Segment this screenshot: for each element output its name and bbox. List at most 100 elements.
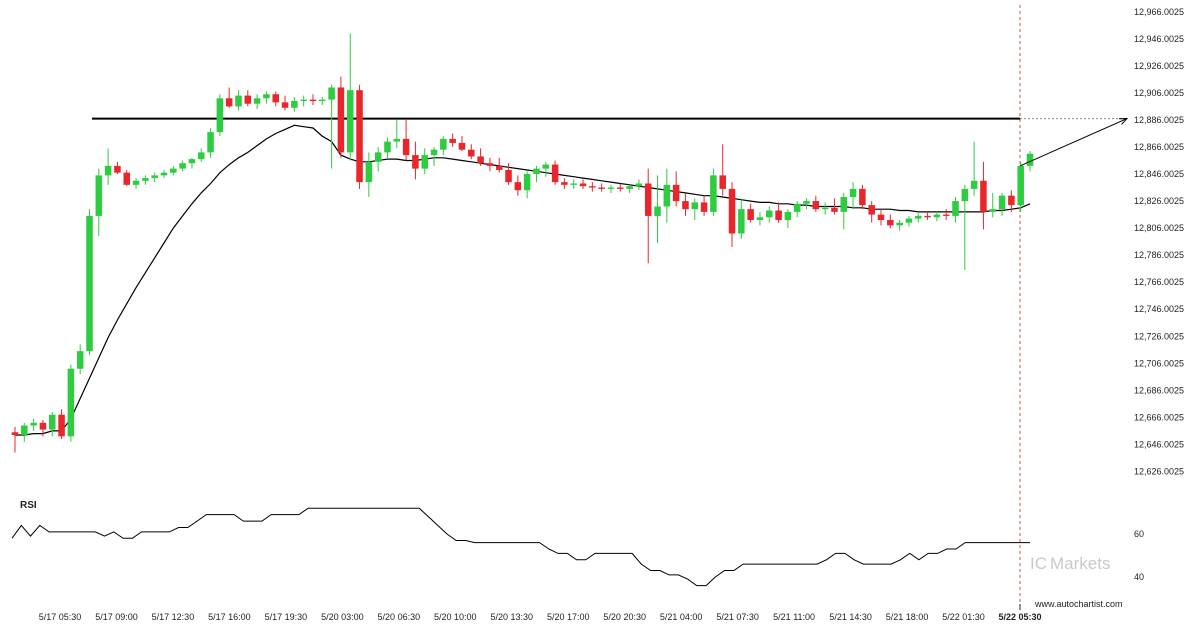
- candle-body: [356, 90, 363, 183]
- candle-body: [458, 142, 466, 150]
- y-tick-label: 12,946.0025: [1134, 34, 1184, 44]
- candle-body: [579, 183, 587, 187]
- candle: [961, 184, 969, 271]
- candle: [663, 168, 671, 223]
- candle-body: [272, 94, 279, 103]
- y-tick-label: 12,786.0025: [1134, 250, 1184, 260]
- candle: [607, 184, 615, 193]
- candle: [561, 178, 568, 189]
- candle: [486, 157, 494, 172]
- candle-body: [430, 149, 438, 156]
- candle: [896, 219, 903, 231]
- candle: [235, 90, 242, 111]
- candle: [244, 90, 252, 107]
- y-tick-label: 12,746.0025: [1134, 304, 1184, 314]
- candle: [188, 157, 196, 169]
- rsi-level-label: 60: [1134, 529, 1144, 539]
- x-tick-label: 5/20 20:30: [603, 612, 646, 622]
- y-tick-label: 12,886.0025: [1134, 115, 1184, 125]
- candle: [300, 95, 307, 107]
- candle-body: [710, 175, 717, 212]
- y-tick-label: 12,906.0025: [1134, 88, 1184, 98]
- candle-body: [766, 210, 773, 218]
- candle: [430, 146, 438, 166]
- candle: [579, 179, 587, 189]
- candle-body: [942, 214, 950, 216]
- candle-body: [793, 203, 801, 212]
- candle-body: [468, 149, 475, 157]
- candle-body: [328, 87, 335, 100]
- x-tick-label: 5/20 17:00: [547, 612, 590, 622]
- candle: [924, 211, 931, 220]
- candle-body: [39, 422, 47, 430]
- rsi-line: [11, 507, 1030, 587]
- candle: [58, 409, 65, 440]
- candle-body: [821, 207, 829, 210]
- rsi-label: RSI: [20, 500, 37, 511]
- candle-body: [682, 201, 689, 210]
- candle-body: [337, 87, 345, 153]
- candle: [291, 96, 298, 112]
- candle-body: [719, 175, 726, 189]
- candle: [356, 84, 363, 189]
- brand-logo: IC Markets: [1030, 554, 1110, 573]
- candle-body: [672, 184, 680, 202]
- candle-body: [533, 168, 540, 175]
- candle-body: [728, 188, 736, 234]
- candle-body: [440, 138, 447, 150]
- candle-body: [319, 99, 326, 102]
- x-tick-label: 5/17 19:30: [265, 612, 308, 622]
- candle-body: [747, 209, 754, 220]
- x-tick-label: 5/17 12:30: [152, 612, 195, 622]
- candle-body: [887, 219, 894, 226]
- candle-body: [514, 182, 522, 191]
- candle-body: [235, 95, 242, 107]
- candle-body: [952, 201, 959, 216]
- candle: [644, 168, 652, 264]
- candle-body: [840, 197, 848, 212]
- candle: [179, 160, 186, 172]
- candle: [114, 161, 121, 175]
- candle-body: [160, 172, 168, 176]
- candle: [123, 169, 131, 187]
- candle: [812, 195, 820, 212]
- x-tick-label: 5/20 03:00: [321, 612, 364, 622]
- brand-prefix: IC: [1030, 554, 1047, 573]
- moving-average-line: [15, 124, 1031, 436]
- candle-body: [505, 169, 512, 183]
- candle-body: [151, 175, 158, 179]
- candle-body: [495, 165, 503, 170]
- candle: [598, 183, 605, 192]
- candle-body: [253, 98, 261, 104]
- y-tick-label: 12,866.0025: [1134, 142, 1184, 152]
- candle: [319, 96, 326, 106]
- candle: [225, 87, 233, 108]
- x-tick-label: 5/17 09:00: [95, 612, 138, 622]
- candle: [216, 94, 224, 137]
- price-axis: 12,966.0025 12,946.0025 12,926.0025 12,906.…: [1134, 7, 1184, 477]
- candle: [887, 214, 894, 229]
- candle: [998, 192, 1006, 216]
- time-axis: 5/17 05:30 5/17 09:00 5/17 12:30 5/17 16:00…: [39, 604, 1042, 622]
- candle: [542, 161, 550, 177]
- candle-body: [980, 180, 987, 212]
- candle: [942, 209, 950, 220]
- candle: [1008, 190, 1015, 212]
- candle-body: [859, 188, 866, 206]
- candle-body: [868, 205, 875, 215]
- candle-body: [654, 206, 661, 216]
- candle-body: [914, 215, 922, 219]
- candle: [104, 148, 112, 185]
- candle: [775, 202, 782, 223]
- y-tick-label: 12,966.0025: [1134, 7, 1184, 17]
- candle: [402, 119, 410, 161]
- brand-name: Markets: [1050, 554, 1110, 573]
- candle-body: [970, 180, 978, 189]
- candle: [477, 148, 484, 166]
- x-tick-label: 5/20 13:30: [490, 612, 533, 622]
- candle-body: [924, 215, 931, 218]
- candle-body: [589, 186, 596, 188]
- candle: [39, 420, 47, 437]
- candle-body: [803, 201, 810, 204]
- candle: [160, 169, 168, 179]
